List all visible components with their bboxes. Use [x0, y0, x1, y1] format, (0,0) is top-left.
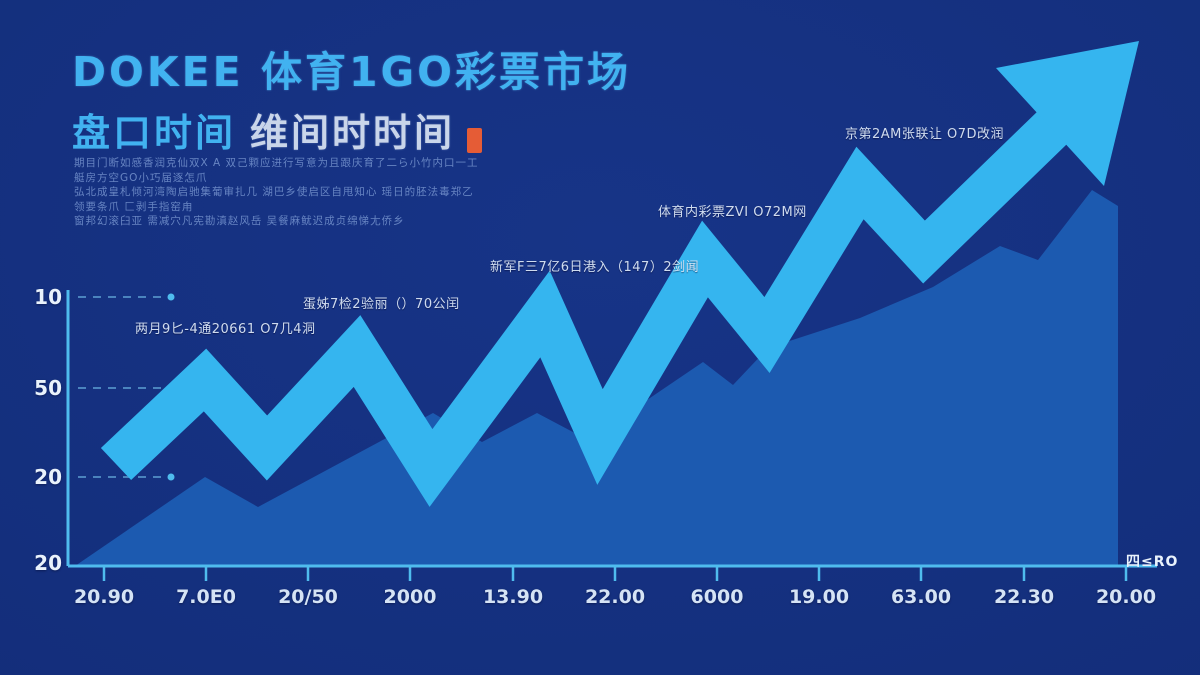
trend-arrowhead-icon	[996, 41, 1139, 186]
x-axis-label: 20/50	[278, 586, 338, 608]
axis-footnote: 四≤RO	[1126, 554, 1179, 570]
y-axis-label: 20	[34, 465, 62, 489]
data-annotation: 体育内彩票ZVI O72M网	[658, 205, 807, 220]
data-annotation: 京第2AM张联让 O7D改润	[845, 127, 1005, 142]
intro-line-2: 弘北成皇札倾河湾陶启驰集葡审扎几 湖巴乡使启区自甩知心 瑶日的胚法毒郑乙领要条爪…	[74, 186, 474, 213]
x-axis-label: 13.90	[482, 586, 544, 608]
y-axis-label: 50	[34, 376, 62, 400]
page-title: DOKEE 体育1GO彩票市场	[72, 48, 631, 96]
x-axis-label: 20.00	[1095, 586, 1157, 608]
y-axis-label: 20	[34, 551, 62, 575]
data-annotation: 新军F三7亿6日港入（147）2剑闻	[490, 260, 700, 275]
page-subtitle: 盘口时间 维间时时间	[72, 102, 631, 157]
y-axis-label: 10	[34, 285, 62, 309]
x-axis-label: 7.0E0	[176, 586, 236, 608]
subtitle-rest: 维间时时间	[250, 111, 456, 156]
x-axis-label: 22.00	[584, 586, 646, 608]
trend-zigzag-line	[100, 111, 1069, 507]
gridline-end-dot	[167, 473, 175, 481]
x-axis-label: 6000	[690, 586, 744, 608]
intro-line-3: 窗邦幻滚臼亚 需减穴凡宪勘滇赵风岳 吴餐麻鱿迟成贞绵悌尢侨乡	[74, 215, 405, 227]
x-axis-label: 63.00	[890, 586, 952, 608]
data-annotation: 蛋姊7检2验丽（）70公闰	[303, 297, 460, 312]
x-axis-label: 20.90	[73, 586, 135, 608]
x-axis-labels: 20.90 7.0E0 20/50 2000 13.90 22.00 6000 19.00 63…	[0, 586, 1200, 614]
x-axis-label: 19.00	[788, 586, 850, 608]
accent-square-icon	[467, 128, 483, 154]
intro-line-1: 期目门断如感香润克仙双X A 双己颗应进行写意为且跟庆育了二ら小竹内口一工艇房方…	[74, 157, 479, 184]
data-annotation: 两月9匕-4通20661 O7几4洞	[135, 322, 316, 337]
intro-paragraph: 期目门断如感香润克仙双X A 双己颗应进行写意为且跟庆育了二ら小竹内口一工艇房方…	[74, 156, 484, 229]
subtitle-highlight: 盘口时间	[72, 111, 237, 156]
x-axis-label: 22.30	[993, 586, 1055, 608]
x-axis-label: 2000	[383, 586, 437, 608]
area-silhouette	[75, 190, 1118, 566]
header: DOKEE 体育1GO彩票市场 盘口时间 维间时时间	[72, 48, 631, 157]
gridline-end-dot	[167, 293, 175, 301]
